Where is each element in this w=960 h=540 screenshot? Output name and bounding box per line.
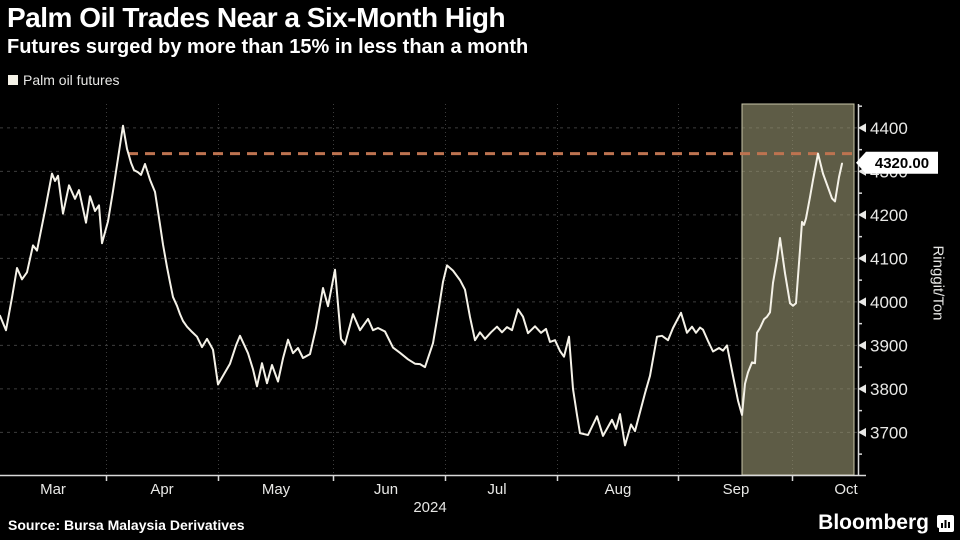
bloomberg-wordmark: Bloomberg xyxy=(818,511,929,534)
legend: Palm oil futures xyxy=(8,72,119,88)
y-tick-label: 3700 xyxy=(870,423,908,442)
x-month-label: Mar xyxy=(40,481,66,498)
x-month-label: Jun xyxy=(374,481,398,498)
y-tick-label: 4200 xyxy=(870,206,908,225)
y-major-tick xyxy=(858,123,866,133)
x-axis-year-label: 2024 xyxy=(413,499,447,516)
y-major-tick xyxy=(858,297,866,307)
x-month-label: May xyxy=(262,481,291,498)
bloomberg-branding: Bloomberg xyxy=(818,511,954,535)
legend-square-marker-icon xyxy=(8,75,18,85)
legend-label: Palm oil futures xyxy=(23,72,120,88)
y-tick-label: 4400 xyxy=(870,119,908,138)
y-major-tick xyxy=(858,384,866,394)
y-tick-label: 3900 xyxy=(870,336,908,355)
y-major-tick xyxy=(858,210,866,220)
x-month-label: Aug xyxy=(605,481,632,498)
y-major-tick xyxy=(858,427,866,437)
y-major-tick xyxy=(858,253,866,263)
y-tick-label: 3800 xyxy=(870,380,908,399)
x-month-label: Jul xyxy=(487,481,506,498)
last-price-label: 4320.00 xyxy=(875,155,929,172)
y-axis-title: Ringgit/Ton xyxy=(929,245,947,321)
page-title: Palm Oil Trades Near a Six-Month High xyxy=(7,2,506,33)
y-tick-label: 4100 xyxy=(870,249,908,268)
y-major-tick xyxy=(858,340,866,350)
source-credit: Source: Bursa Malaysia Derivatives xyxy=(8,517,245,533)
x-month-label: Sep xyxy=(723,481,750,498)
x-month-label: Oct xyxy=(834,481,858,498)
y-tick-label: 4000 xyxy=(870,293,908,312)
price-line xyxy=(0,124,843,447)
x-month-label: Apr xyxy=(150,481,173,498)
bloomberg-logo-icon xyxy=(937,514,954,532)
last-price-tag xyxy=(856,151,938,174)
page-subtitle: Futures surged by more than 15% in less … xyxy=(7,36,529,58)
